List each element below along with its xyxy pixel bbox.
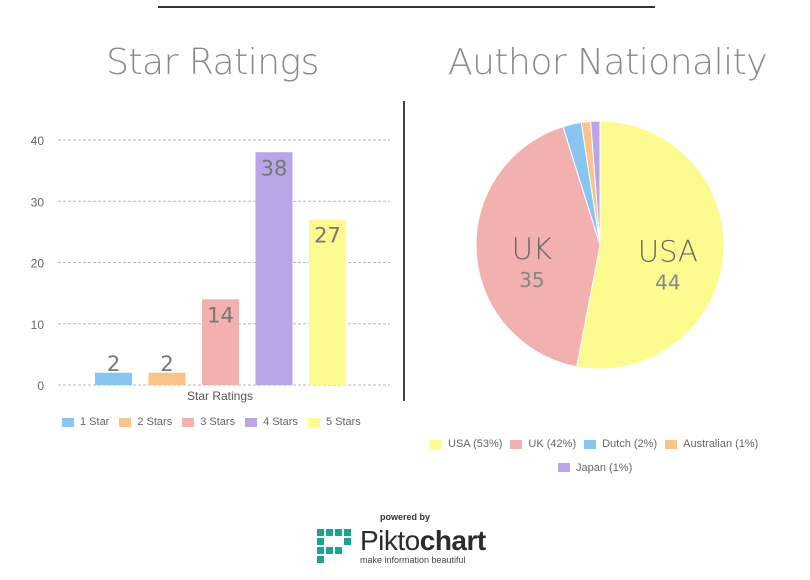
legend-item[interactable]: Japan (1%) bbox=[558, 457, 632, 479]
legend-item[interactable]: UK (42%) bbox=[510, 433, 576, 455]
y-tick-label: 0 bbox=[37, 379, 44, 393]
pie-chart-legend: USA (53%) UK (42%) Dutch (2%) Australian (1… bbox=[430, 433, 790, 480]
slice-value-label: 44 bbox=[655, 270, 680, 294]
piktochart-logo[interactable]: Piktochart make information beautiful bbox=[316, 526, 486, 566]
legend-label: Australian (1%) bbox=[683, 438, 759, 450]
data-label: 38 bbox=[261, 156, 288, 180]
legend-swatch bbox=[510, 439, 523, 449]
y-tick-label: 40 bbox=[31, 134, 45, 148]
logo-square bbox=[344, 529, 351, 536]
y-tick-label: 30 bbox=[31, 195, 45, 209]
legend-swatch bbox=[665, 439, 678, 449]
bar bbox=[95, 372, 132, 385]
legend-label: 2 Stars bbox=[137, 416, 173, 428]
brand-name-bold: chart bbox=[419, 525, 486, 556]
piktochart-logo-icon bbox=[317, 529, 351, 563]
powered-by-label: powered by bbox=[379, 512, 430, 522]
legend-label: Japan (1%) bbox=[576, 461, 633, 474]
chart-divider bbox=[403, 101, 405, 401]
brand-tagline: make information beautiful bbox=[360, 555, 466, 565]
bar-chart: 0 10 20 30 40 2 2 14 38 27 Star Ratings bbox=[31, 134, 390, 403]
data-label: 2 bbox=[107, 352, 120, 376]
slice-name-label: USA bbox=[638, 234, 698, 268]
y-tick-label: 10 bbox=[31, 318, 45, 332]
legend-label: Dutch (2%) bbox=[602, 438, 658, 450]
legend-swatch bbox=[62, 417, 74, 427]
bar bbox=[255, 152, 293, 385]
bar-chart-title: Star Ratings bbox=[106, 42, 319, 83]
legend-label: USA (53%) bbox=[448, 438, 503, 450]
logo-square bbox=[335, 547, 342, 554]
top-rule bbox=[158, 6, 655, 8]
bar-chart-legend: 1 Star 2 Stars 3 Stars 4 Stars 5 Stars bbox=[62, 416, 371, 430]
bar bbox=[202, 299, 239, 385]
legend-item[interactable]: Australian (1%) bbox=[665, 433, 758, 455]
slice-value-label: 35 bbox=[519, 268, 544, 292]
pie-slice bbox=[590, 120, 601, 246]
legend-item[interactable]: USA (53%) bbox=[430, 433, 502, 455]
legend-swatch bbox=[430, 439, 442, 449]
legend-swatch bbox=[584, 439, 597, 449]
legend-item[interactable]: 2 Stars bbox=[119, 416, 172, 428]
legend-swatch bbox=[558, 463, 570, 472]
data-label: 2 bbox=[160, 352, 173, 376]
legend-swatch bbox=[119, 417, 132, 427]
legend-label: 4 Stars bbox=[263, 416, 298, 428]
logo-square bbox=[317, 556, 324, 563]
data-label: 27 bbox=[314, 224, 341, 248]
legend-item[interactable]: 5 Stars bbox=[307, 416, 361, 428]
legend-swatch bbox=[307, 417, 320, 427]
legend-item[interactable]: 1 Star bbox=[62, 416, 109, 428]
legend-swatch bbox=[245, 417, 258, 427]
pie-chart-title: Author Nationality bbox=[447, 42, 768, 83]
legend-label: 3 Stars bbox=[200, 416, 236, 428]
x-axis-label: Star Ratings bbox=[187, 389, 253, 403]
bar bbox=[148, 372, 186, 385]
legend-item[interactable]: 3 Stars bbox=[182, 416, 235, 428]
brand-name-light: Pikto bbox=[360, 525, 420, 556]
y-tick-label: 20 bbox=[31, 257, 45, 271]
logo-square bbox=[317, 538, 324, 545]
bar bbox=[309, 219, 346, 385]
slice-name-label: UK bbox=[512, 232, 552, 266]
pie-slice bbox=[576, 120, 725, 370]
logo-square bbox=[326, 547, 333, 554]
logo-square bbox=[344, 538, 351, 545]
legend-item[interactable]: 4 Stars bbox=[245, 416, 298, 428]
brand-name: Piktochart bbox=[360, 527, 486, 555]
logo-square bbox=[317, 547, 324, 554]
legend-label: UK (42%) bbox=[528, 438, 577, 450]
logo-square bbox=[326, 529, 333, 536]
footer: powered by bbox=[0, 512, 810, 522]
legend-swatch bbox=[182, 417, 195, 427]
logo-square bbox=[335, 529, 342, 536]
legend-label: 1 Star bbox=[80, 416, 110, 428]
data-label: 14 bbox=[207, 303, 234, 327]
legend-item[interactable]: Dutch (2%) bbox=[584, 433, 657, 455]
pie-slice bbox=[475, 126, 601, 368]
logo-square bbox=[317, 529, 324, 536]
legend-label: 5 Stars bbox=[325, 416, 361, 428]
